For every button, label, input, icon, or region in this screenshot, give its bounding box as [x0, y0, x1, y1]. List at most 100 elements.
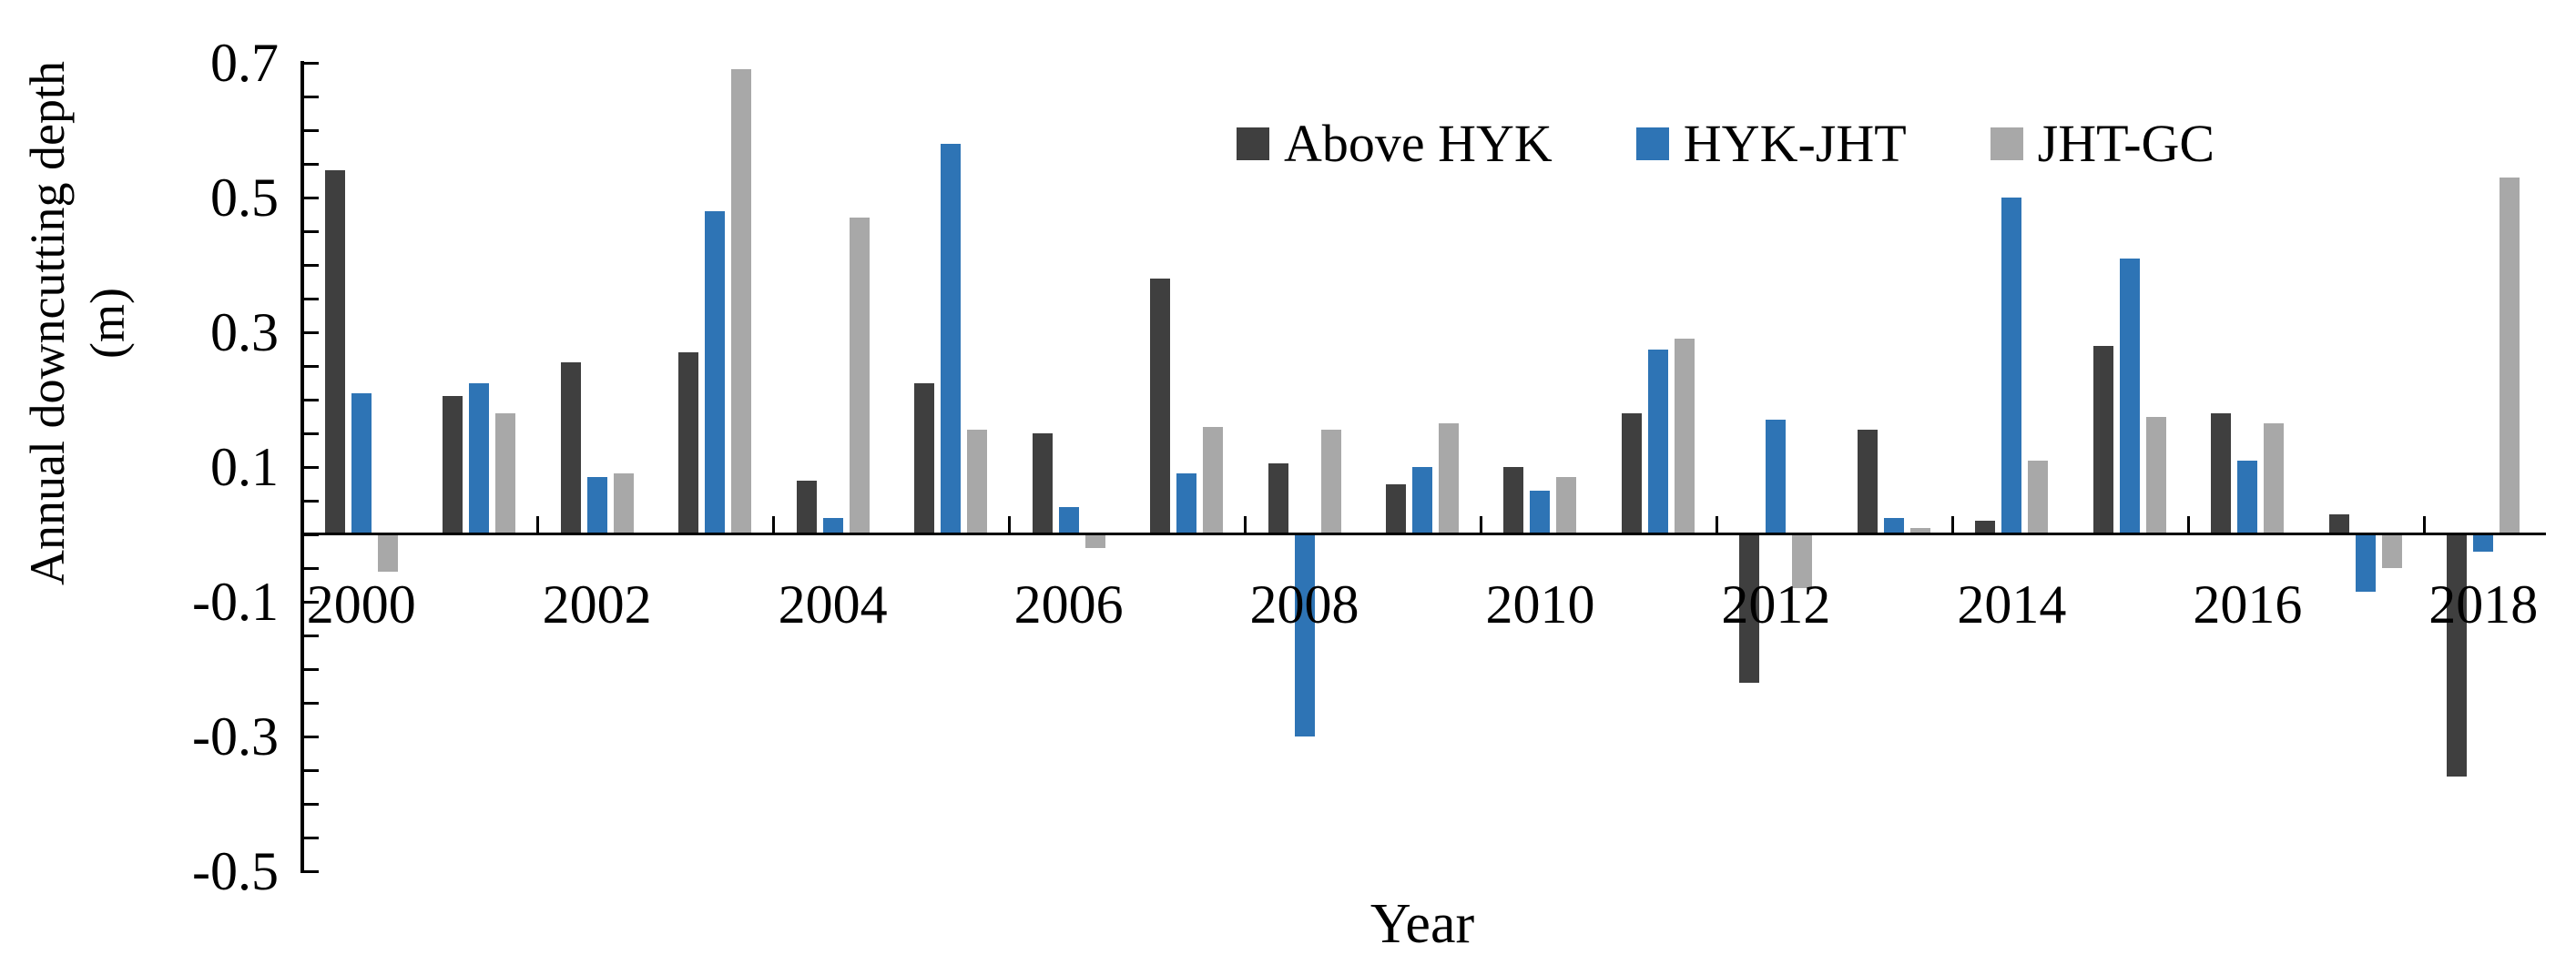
bar-above-hyk-2000 — [324, 170, 345, 534]
y-axis-tick — [304, 566, 319, 570]
legend-item-above-hyk: Above HYK — [1237, 117, 1553, 171]
bar-jht-gc-2008 — [1320, 430, 1341, 534]
y-tick-label: -0.5 — [192, 841, 279, 901]
bar-hyk-jht-2001 — [469, 382, 490, 534]
bar-hyk-jht-2005 — [941, 143, 962, 534]
y-axis-tick — [304, 297, 319, 300]
bar-above-hyk-2008 — [1268, 463, 1288, 534]
bar-above-hyk-2014 — [1975, 521, 1996, 534]
x-tick-label-2010: 2010 — [1485, 574, 1595, 635]
y-axis-tick — [304, 768, 319, 772]
bar-jht-gc-2000 — [377, 534, 398, 572]
legend-item-hyk-jht: HYK-JHT — [1635, 114, 1907, 173]
bar-jht-gc-2003 — [731, 69, 752, 534]
legend-label: HYK-JHT — [1683, 114, 1907, 173]
x-tick-label-2016: 2016 — [2193, 574, 2303, 635]
bar-above-hyk-2005 — [914, 382, 935, 534]
x-tick-label-2018: 2018 — [2428, 574, 2539, 635]
bar-hyk-jht-2018 — [2473, 534, 2494, 552]
y-tick-label: 0.3 — [210, 302, 279, 362]
y-axis-tick — [304, 701, 319, 705]
legend-item-jht-gc: JHT-GC — [1990, 114, 2215, 173]
y-axis-tick — [304, 162, 319, 166]
x-tick-label-2012: 2012 — [1721, 574, 1831, 635]
x-axis-line — [300, 533, 2546, 535]
bar-hyk-jht-2015 — [2119, 258, 2140, 534]
legend-label: JHT-GC — [2037, 114, 2215, 173]
x-axis-title: Year — [1369, 893, 1475, 955]
bar-hyk-jht-2017 — [2355, 534, 2376, 592]
bar-jht-gc-2002 — [613, 473, 634, 534]
y-tick-label: 0.1 — [210, 437, 279, 497]
x-axis-tick — [1951, 516, 1955, 533]
x-axis-tick — [2187, 516, 2191, 533]
bar-jht-gc-2010 — [1556, 477, 1577, 534]
x-axis-tick — [2423, 516, 2427, 533]
y-tick-label: -0.3 — [192, 706, 279, 767]
y-axis-tick — [304, 735, 319, 738]
bar-hyk-jht-2006 — [1058, 507, 1079, 534]
bar-hyk-jht-2016 — [2237, 460, 2258, 534]
bar-jht-gc-2018 — [2500, 177, 2520, 534]
bar-hyk-jht-2004 — [822, 517, 843, 534]
legend-swatch-icon — [1990, 127, 2023, 160]
bar-above-hyk-2002 — [560, 362, 581, 534]
y-axis-tick — [304, 499, 319, 503]
bar-hyk-jht-2010 — [1530, 490, 1551, 534]
bar-above-hyk-2016 — [2211, 412, 2232, 534]
x-axis-tick — [1008, 516, 1012, 533]
bar-jht-gc-2012 — [1792, 534, 1813, 589]
bar-above-hyk-2018 — [2447, 534, 2468, 777]
bar-above-hyk-2010 — [1503, 467, 1524, 534]
y-axis-tick — [304, 263, 319, 267]
bar-jht-gc-2001 — [495, 412, 516, 534]
bar-above-hyk-2001 — [443, 396, 463, 534]
x-axis-tick — [1716, 516, 1719, 533]
bar-above-hyk-2006 — [1032, 433, 1053, 534]
y-axis-tick — [304, 667, 319, 671]
y-axis-tick — [304, 869, 319, 873]
bar-above-hyk-2017 — [2328, 513, 2349, 534]
legend: Above HYK HYK-JHT JHT-GC — [1237, 117, 2215, 171]
y-axis-tick — [304, 432, 319, 435]
y-axis-tick — [304, 128, 319, 132]
y-axis-tick — [304, 836, 319, 839]
y-axis-tick — [304, 196, 319, 199]
bar-hyk-jht-2014 — [2001, 198, 2022, 534]
x-tick-label-2014: 2014 — [1957, 574, 2067, 635]
bar-hyk-jht-2012 — [1766, 420, 1787, 534]
bar-jht-gc-2014 — [2028, 460, 2049, 534]
legend-swatch-icon — [1635, 127, 1669, 160]
bar-hyk-jht-2009 — [1412, 467, 1432, 534]
bar-jht-gc-2009 — [1439, 422, 1459, 534]
x-axis-tick — [1480, 516, 1483, 533]
y-axis-tick — [304, 802, 319, 806]
legend-swatch-icon — [1237, 127, 1269, 160]
x-tick-label-2008: 2008 — [1249, 574, 1359, 635]
bar-hyk-jht-2007 — [1176, 473, 1197, 534]
bar-jht-gc-2006 — [1084, 534, 1105, 548]
bar-jht-gc-2011 — [1674, 339, 1695, 534]
x-axis-tick — [536, 516, 540, 533]
y-axis-tick — [304, 533, 319, 536]
x-axis-tick — [1244, 516, 1247, 533]
bar-jht-gc-2004 — [849, 218, 870, 534]
y-axis-tick — [304, 364, 319, 368]
bar-hyk-jht-2003 — [705, 210, 726, 534]
bar-jht-gc-2007 — [1203, 426, 1224, 534]
bar-jht-gc-2013 — [1909, 527, 1930, 534]
y-tick-label: -0.1 — [192, 572, 279, 632]
bar-jht-gc-2005 — [967, 430, 988, 534]
y-axis-tick — [304, 95, 319, 98]
x-axis-tick — [772, 516, 776, 533]
y-axis-tick — [304, 634, 319, 637]
x-tick-label-2004: 2004 — [778, 574, 888, 635]
bar-above-hyk-2007 — [1150, 278, 1171, 534]
bar-above-hyk-2015 — [2092, 345, 2113, 534]
y-axis-tick — [304, 229, 319, 233]
bar-above-hyk-2011 — [1621, 412, 1642, 534]
x-tick-label-2000: 2000 — [306, 574, 416, 635]
bar-hyk-jht-2008 — [1294, 534, 1315, 736]
bar-jht-gc-2015 — [2145, 416, 2166, 534]
